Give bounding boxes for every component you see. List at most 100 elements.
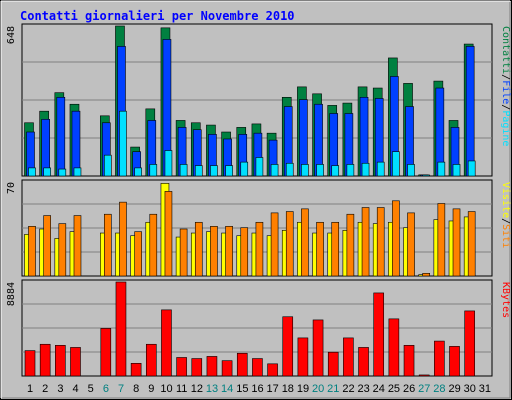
- bar-kbytes-6: [100, 328, 112, 377]
- bar-kbytes-4: [70, 347, 81, 377]
- bar-kbytes-9: [145, 343, 157, 377]
- bar-siti-6: [104, 213, 112, 277]
- bar-pagine-6: [104, 154, 112, 177]
- bar-pagine-22: [346, 164, 355, 177]
- bar-kbytes-2: [39, 343, 51, 377]
- bar-siti-12: [194, 221, 203, 277]
- bar-siti-16: [255, 221, 264, 277]
- bar-pagine-16: [255, 157, 264, 177]
- bar-pagine-3: [58, 168, 67, 177]
- x-tick-label-18: 18: [282, 383, 294, 395]
- bar-pagine-12: [194, 165, 203, 177]
- bar-kbytes-27: [418, 374, 430, 377]
- bar-pagine-18: [285, 162, 294, 177]
- bar-kbytes-22: [343, 337, 354, 377]
- legend-text-visite: Visite/Siti: [500, 182, 511, 248]
- bar-kbytes-21: [327, 351, 339, 377]
- legend-item-contatti: Contatti: [500, 26, 511, 74]
- legend-separator: /: [500, 104, 511, 110]
- bar-kbytes-18: [282, 316, 294, 377]
- bar-siti-27: [422, 273, 430, 277]
- y-max-label-kbytes: 8884: [6, 282, 17, 306]
- bar-pagine-26: [407, 164, 415, 177]
- x-tick-label-20: 20: [312, 383, 324, 395]
- bar-siti-4: [73, 215, 82, 277]
- bar-pagine-20: [316, 164, 324, 177]
- bar-siti-13: [210, 226, 218, 277]
- x-tick-label-7: 7: [118, 383, 124, 395]
- bar-kbytes-3: [55, 345, 66, 377]
- y-max-label-contatti: 648: [6, 26, 17, 44]
- bars-contatti: [24, 25, 476, 177]
- bar-siti-20: [316, 221, 324, 277]
- bar-kbytes-26: [403, 345, 415, 377]
- bar-siti-14: [225, 226, 233, 277]
- bar-pagine-19: [301, 164, 309, 177]
- bar-file-3: [56, 96, 66, 177]
- legend-item-file: File: [500, 80, 511, 104]
- bar-pagine-28: [437, 161, 446, 177]
- x-tick-label-3: 3: [57, 383, 63, 395]
- bar-siti-26: [407, 212, 415, 277]
- bar-pagine-7: [119, 110, 127, 177]
- x-tick-label-28: 28: [433, 383, 445, 395]
- legend-contatti: Contatti/File/Pagine: [500, 26, 511, 146]
- bar-kbytes-16: [252, 358, 263, 377]
- bar-kbytes-14: [221, 360, 233, 377]
- x-tick-label-17: 17: [267, 383, 279, 395]
- bars-visite: [24, 183, 476, 277]
- bar-pagine-14: [225, 165, 233, 177]
- x-tick-label-19: 19: [297, 383, 309, 395]
- y-max-label-visite: 70: [6, 182, 17, 194]
- x-tick-label-5: 5: [88, 383, 94, 395]
- bar-siti-18: [285, 211, 294, 277]
- chart-panels: 648 Contatti/File/Pagine 70 Visite/Siti 8884…: [6, 23, 511, 377]
- legend-visite: Visite/Siti: [500, 182, 511, 248]
- bar-siti-7: [119, 201, 127, 277]
- bar-siti-8: [134, 231, 142, 277]
- bar-kbytes-12: [191, 358, 203, 377]
- x-tick-label-15: 15: [236, 383, 248, 395]
- legend-item-siti: Siti: [500, 224, 511, 248]
- bar-pagine-23: [361, 162, 370, 177]
- bar-pagine-29: [452, 164, 461, 177]
- x-tick-label-12: 12: [191, 383, 203, 395]
- legend-separator: /: [500, 218, 511, 224]
- legend-text-contatti: Contatti/File/Pagine: [500, 26, 511, 146]
- bar-pagine-30: [467, 160, 476, 177]
- bar-kbytes-1: [24, 350, 36, 377]
- x-tick-label-21: 21: [327, 383, 339, 395]
- bar-kbytes-23: [358, 347, 369, 377]
- bar-siti-23: [361, 207, 370, 277]
- legend-text-kbytes: KBytes: [500, 282, 511, 318]
- x-tick-label-13: 13: [206, 383, 218, 395]
- panel-visite: 70 Visite/Siti: [6, 179, 511, 277]
- x-tick-label-4: 4: [73, 383, 79, 395]
- x-tick-label-6: 6: [103, 383, 109, 395]
- bar-kbytes-11: [176, 357, 187, 377]
- x-tick-label-25: 25: [388, 383, 400, 395]
- bar-kbytes-28: [434, 340, 445, 377]
- legend-kbytes: KBytes: [500, 282, 511, 318]
- bar-siti-25: [392, 200, 400, 277]
- bar-siti-11: [179, 228, 188, 277]
- bar-siti-9: [149, 213, 158, 277]
- bar-pagine-4: [73, 167, 82, 177]
- bar-siti-28: [437, 203, 446, 277]
- bar-file-4: [71, 110, 81, 177]
- bar-kbytes-30: [464, 310, 475, 377]
- bar-pagine-27: [422, 174, 430, 177]
- bar-siti-15: [240, 227, 249, 277]
- x-tick-label-14: 14: [221, 383, 233, 395]
- bar-siti-21: [331, 221, 340, 277]
- bar-pagine-13: [210, 165, 218, 177]
- bar-file-30: [465, 46, 475, 177]
- bar-pagine-15: [240, 161, 249, 177]
- bar-siti-19: [301, 208, 309, 277]
- legend-separator: /: [500, 74, 511, 80]
- bar-siti-24: [376, 207, 385, 277]
- bar-pagine-9: [149, 164, 158, 177]
- bar-pagine-2: [43, 167, 51, 177]
- bar-kbytes-10: [161, 309, 172, 377]
